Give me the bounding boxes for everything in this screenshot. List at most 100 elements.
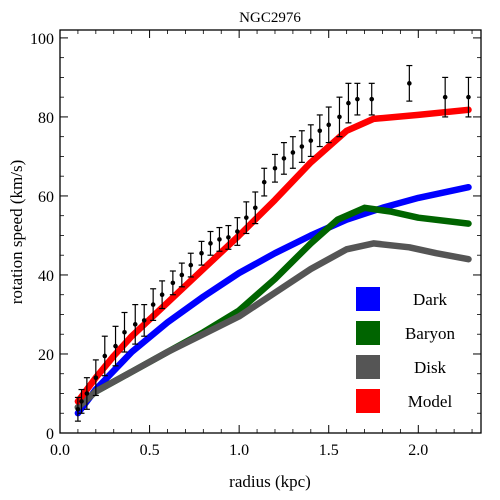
observation-marker: [150, 302, 156, 307]
observation-marker: [113, 343, 118, 349]
observation-marker: [261, 179, 267, 185]
legend-label-dark: Dark: [413, 290, 447, 309]
chart-legend: Dark Baryon Disk Model: [344, 278, 468, 422]
x-tick-label: 1.0: [229, 442, 249, 459]
observation-marker: [199, 250, 204, 256]
legend-swatch-baryon: [356, 321, 380, 345]
y-tick-label: 100: [30, 31, 54, 48]
observation-marker: [235, 229, 240, 234]
data-point: [92, 359, 99, 397]
x-axis-label: radius (kpc): [229, 472, 311, 491]
data-point: [121, 311, 128, 353]
observation-marker: [132, 322, 138, 327]
data-point: [271, 153, 278, 183]
data-point: [169, 270, 176, 296]
observation-marker: [308, 138, 314, 143]
x-tick-label: 0.0: [50, 442, 70, 459]
series-line-disk: [74, 240, 472, 411]
data-point: [307, 124, 314, 158]
series-line-model: [74, 106, 472, 405]
observation-marker: [122, 329, 127, 335]
data-point: [325, 106, 332, 144]
data-point: [336, 96, 343, 138]
y-tick-label: 20: [38, 347, 54, 364]
legend-label-baryon: Baryon: [405, 324, 456, 343]
observation-marker: [299, 144, 305, 149]
y-tick-label: 60: [38, 189, 54, 206]
plot-area: [74, 64, 472, 422]
observation-marker: [79, 399, 84, 404]
data-point: [78, 388, 85, 414]
observation-marker: [442, 94, 448, 100]
observation-marker: [75, 406, 81, 412]
data-point: [289, 136, 296, 169]
data-point: [298, 130, 305, 163]
data-point: [141, 303, 148, 337]
data-point: [225, 224, 232, 250]
x-tick-label: 0.5: [140, 442, 160, 459]
observation-marker: [466, 94, 471, 100]
data-point: [234, 217, 241, 246]
y-axis-label: rotation speed (km/s): [7, 160, 26, 304]
observation-marker: [346, 100, 351, 106]
legend-swatch-model: [356, 389, 380, 413]
data-point: [178, 262, 185, 288]
data-point: [159, 280, 166, 310]
data-point: [207, 230, 214, 256]
data-point: [216, 226, 223, 252]
observation-marker: [326, 122, 332, 128]
legend-label-disk: Disk: [414, 358, 447, 377]
data-point: [112, 325, 119, 367]
observation-marker: [93, 375, 99, 380]
observation-marker: [226, 235, 231, 240]
data-point: [316, 114, 323, 148]
observation-marker: [217, 237, 222, 242]
observation-marker: [188, 262, 194, 268]
data-point: [101, 335, 108, 377]
observation-marker: [208, 241, 213, 246]
data-point: [187, 252, 194, 278]
y-tick-label: 80: [38, 110, 54, 127]
observation-marker: [102, 353, 108, 359]
observation-marker: [369, 96, 375, 102]
chart-title: NGC2976: [239, 10, 301, 26]
observation-marker: [337, 114, 342, 120]
x-tick-label: 2.0: [408, 442, 428, 459]
axis-ticks: 0.0 0.5 1.0 1.5 2.0 0 20 40 60 80 100: [30, 30, 481, 459]
data-point: [280, 142, 287, 175]
observation-marker: [244, 215, 249, 220]
data-point: [252, 191, 259, 225]
data-point: [465, 76, 472, 118]
data-point: [198, 240, 205, 266]
data-point: [243, 201, 250, 235]
data-point: [261, 167, 268, 197]
observation-marker: [252, 205, 258, 211]
data-point: [406, 64, 413, 102]
data-point: [74, 396, 81, 422]
data-point: [83, 377, 90, 410]
observation-marker: [170, 280, 176, 286]
observation-marker: [141, 318, 147, 323]
plot-frame: [59, 29, 482, 434]
observation-marker: [290, 150, 296, 155]
data-point: [345, 82, 352, 124]
series-line-dark: [74, 183, 472, 417]
x-tick-label: 1.5: [319, 442, 339, 459]
data-point: [368, 82, 375, 116]
y-tick-label: 0: [46, 426, 54, 443]
observation-marker: [179, 272, 185, 278]
y-tick-label: 40: [38, 268, 54, 285]
legend-label-model: Model: [408, 392, 453, 411]
observation-marker: [272, 165, 278, 171]
observation-marker: [407, 81, 412, 86]
observation-marker: [317, 128, 323, 134]
data-point: [132, 303, 139, 345]
legend-swatch-disk: [356, 355, 380, 379]
data-point: [354, 82, 361, 116]
observation-marker: [281, 156, 287, 161]
observation-marker: [355, 96, 360, 102]
data-point: [150, 288, 157, 321]
observation-marker: [159, 292, 165, 298]
observation-marker: [84, 391, 90, 396]
